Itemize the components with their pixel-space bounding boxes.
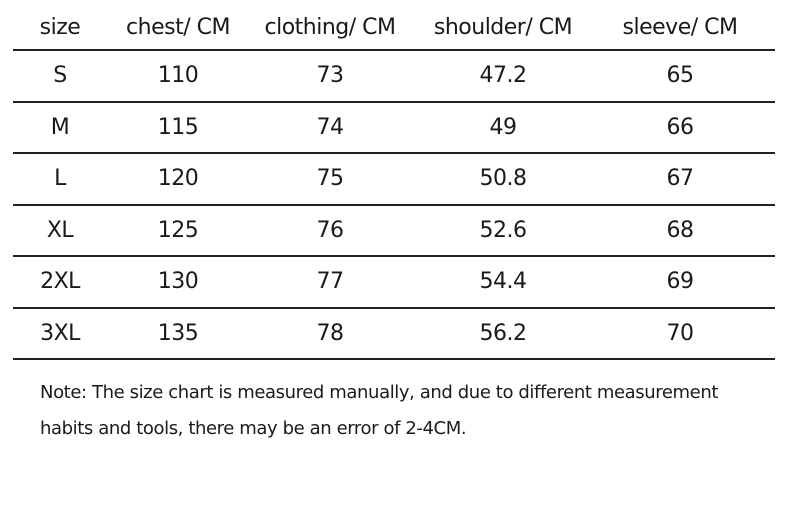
header-cell: shoulder/ CM bbox=[433, 15, 573, 40]
row-rule bbox=[13, 203, 775, 206]
table-cell: 135 bbox=[157, 320, 199, 346]
table-cell: 65 bbox=[666, 63, 695, 88]
table-cell: 78 bbox=[316, 320, 345, 346]
header-rule bbox=[13, 49, 775, 51]
table-cell: 74 bbox=[316, 114, 345, 140]
row-rule bbox=[13, 152, 775, 154]
table-cell: 3XL bbox=[40, 320, 80, 346]
table-cell: 47.2 bbox=[479, 63, 527, 88]
table-cell: 120 bbox=[157, 166, 199, 191]
table-cell: 76 bbox=[316, 217, 345, 243]
row-rule bbox=[13, 306, 775, 309]
table-cell: 130 bbox=[157, 269, 199, 294]
table-cell: 2XL bbox=[40, 269, 80, 294]
table-cell: 56.2 bbox=[479, 320, 527, 346]
table-cell: 52.6 bbox=[479, 217, 527, 243]
table-cell: 69 bbox=[666, 269, 695, 294]
header-cell: sleeve/ CM bbox=[622, 15, 738, 40]
table-cell: S bbox=[53, 63, 67, 88]
table-cell: 115 bbox=[157, 114, 199, 140]
header-cell: size bbox=[39, 15, 81, 40]
table-cell: 66 bbox=[666, 114, 695, 140]
table-cell: L bbox=[54, 166, 66, 191]
note-line: Note: The size chart is measured manuall… bbox=[40, 382, 719, 403]
table-cell: 54.4 bbox=[479, 269, 527, 294]
row-rule bbox=[13, 100, 775, 103]
table-cell: 73 bbox=[316, 63, 345, 88]
table-cell: 70 bbox=[666, 320, 695, 346]
header-cell: clothing/ CM bbox=[264, 15, 396, 40]
table-cell: 50.8 bbox=[479, 166, 527, 191]
table-cell: 67 bbox=[666, 166, 695, 191]
table-cell: 77 bbox=[316, 269, 345, 294]
table-cell: 125 bbox=[157, 217, 199, 243]
table-cell: 75 bbox=[316, 166, 345, 191]
table-cell: 49 bbox=[489, 114, 518, 140]
row-rule bbox=[13, 255, 775, 257]
table-cell: 68 bbox=[666, 217, 695, 243]
note-line: habits and tools, there may be an error … bbox=[40, 418, 467, 439]
table-cell: 110 bbox=[157, 63, 199, 88]
header-cell: chest/ CM bbox=[126, 15, 230, 40]
table-cell: M bbox=[50, 114, 70, 140]
table-cell: XL bbox=[46, 217, 74, 243]
row-rule bbox=[13, 358, 775, 360]
